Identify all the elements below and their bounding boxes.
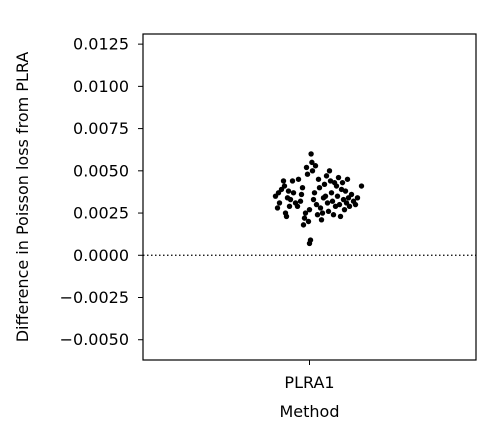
data-point [337, 213, 344, 220]
data-point [285, 188, 292, 194]
data-point [300, 222, 307, 228]
x-axis-label: Method [279, 402, 339, 421]
data-point [339, 179, 346, 186]
data-point [297, 198, 304, 204]
data-point [330, 212, 337, 218]
data-point [316, 185, 323, 191]
data-point [309, 168, 316, 174]
data-point [298, 191, 305, 198]
data-point [311, 190, 318, 196]
data-point [302, 210, 309, 216]
data-point [299, 185, 306, 191]
data-point [321, 181, 328, 188]
y-tick-label: 0.0100 [73, 77, 129, 96]
plot-area [143, 34, 476, 360]
y-axis-ticks: −0.0050 −0.0025 0.0000 0.0025 0.0050 0.0075 0.… [60, 35, 143, 349]
data-point [328, 190, 335, 196]
data-point [325, 208, 332, 215]
data-point [335, 174, 342, 181]
data-point [346, 203, 353, 209]
data-point [322, 193, 329, 199]
data-point [319, 210, 326, 216]
data-point [281, 183, 288, 189]
data-point [326, 168, 333, 174]
data-point [290, 190, 297, 196]
data-point [286, 203, 293, 209]
data-point [307, 237, 314, 243]
data-point [323, 173, 330, 179]
x-axis-ticks: PLRA1 [284, 360, 335, 392]
data-point [315, 176, 322, 182]
y-tick-label: −0.0050 [60, 330, 129, 349]
data-point [314, 212, 321, 218]
data-point [313, 201, 320, 208]
data-point [295, 176, 302, 182]
data-point [294, 203, 301, 209]
data-point [310, 196, 317, 203]
y-tick-label: −0.0025 [60, 288, 129, 307]
data-point [301, 215, 308, 221]
points-layer [272, 151, 365, 247]
data-point [336, 201, 343, 208]
data-point [333, 183, 340, 189]
y-tick-label: 0.0000 [73, 246, 129, 265]
data-point [341, 206, 348, 213]
data-point [280, 178, 287, 184]
y-tick-label: 0.0125 [73, 35, 129, 54]
data-point [358, 183, 365, 189]
data-point [306, 206, 313, 213]
data-point [348, 191, 355, 198]
y-axis-label: Difference in Poisson loss from PLRA [13, 52, 32, 343]
y-tick-label: 0.0025 [73, 204, 129, 223]
data-point [276, 200, 283, 206]
y-tick-label: 0.0075 [73, 119, 129, 138]
data-point [344, 176, 351, 182]
data-point [329, 198, 336, 204]
data-point [304, 171, 311, 177]
data-point [303, 164, 310, 171]
data-point [318, 217, 325, 223]
data-point [283, 213, 290, 220]
data-point [308, 151, 314, 157]
data-point [305, 218, 312, 225]
data-point [324, 200, 331, 206]
data-point [342, 188, 349, 194]
data-point [287, 196, 294, 203]
data-point [309, 159, 315, 166]
x-tick-label: PLRA1 [284, 373, 334, 392]
data-point [334, 193, 341, 199]
data-point [317, 205, 324, 211]
data-point [312, 163, 319, 169]
data-point [289, 178, 296, 184]
data-point [274, 205, 281, 211]
y-tick-label: 0.0050 [73, 161, 129, 180]
data-point [354, 195, 361, 201]
data-point [352, 201, 359, 208]
